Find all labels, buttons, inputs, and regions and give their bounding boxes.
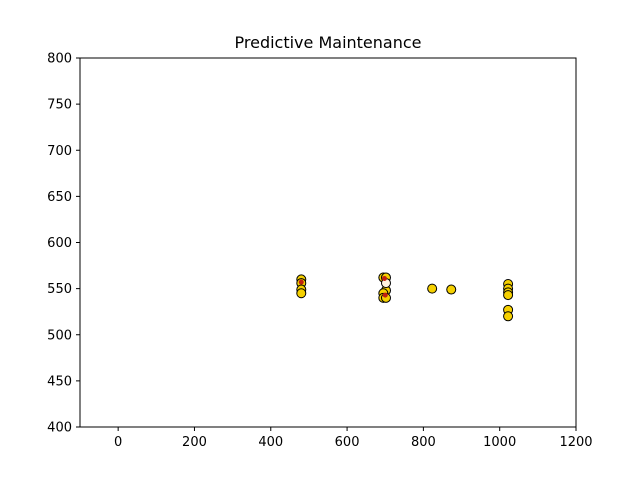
data-point <box>427 283 438 294</box>
x-tick-label: 200 <box>182 435 207 450</box>
x-tick-label: 0 <box>114 435 122 450</box>
plot-frame <box>79 57 577 428</box>
scatter-points <box>296 272 514 322</box>
highlight-point <box>381 275 387 281</box>
data-point <box>503 311 514 322</box>
y-tick-label: 650 <box>47 190 72 205</box>
chart-title: Predictive Maintenance <box>235 33 422 52</box>
x-tick-label: 400 <box>258 435 283 450</box>
y-tick-label: 750 <box>47 98 72 113</box>
y-tick-label: 500 <box>47 328 72 343</box>
x-tick-label: 800 <box>411 435 436 450</box>
y-tick-label: 800 <box>47 52 72 67</box>
highlight-point <box>382 292 388 298</box>
x-tick-label: 1200 <box>559 435 592 450</box>
y-tick-label: 600 <box>47 236 72 251</box>
y-tick-label: 400 <box>47 421 72 436</box>
y-tick-label: 700 <box>47 144 72 159</box>
x-tick-label: 600 <box>335 435 360 450</box>
y-axis: 400 450 500 550 600 650 700 750 800 <box>47 52 80 436</box>
highlight-point <box>298 279 304 285</box>
data-point <box>446 284 457 295</box>
y-tick-label: 550 <box>47 282 72 297</box>
y-tick-label: 450 <box>47 374 72 389</box>
x-axis: 0 200 400 600 800 1000 1200 <box>114 427 593 450</box>
data-point <box>296 288 307 299</box>
data-point <box>503 290 514 301</box>
x-tick-label: 1000 <box>483 435 516 450</box>
